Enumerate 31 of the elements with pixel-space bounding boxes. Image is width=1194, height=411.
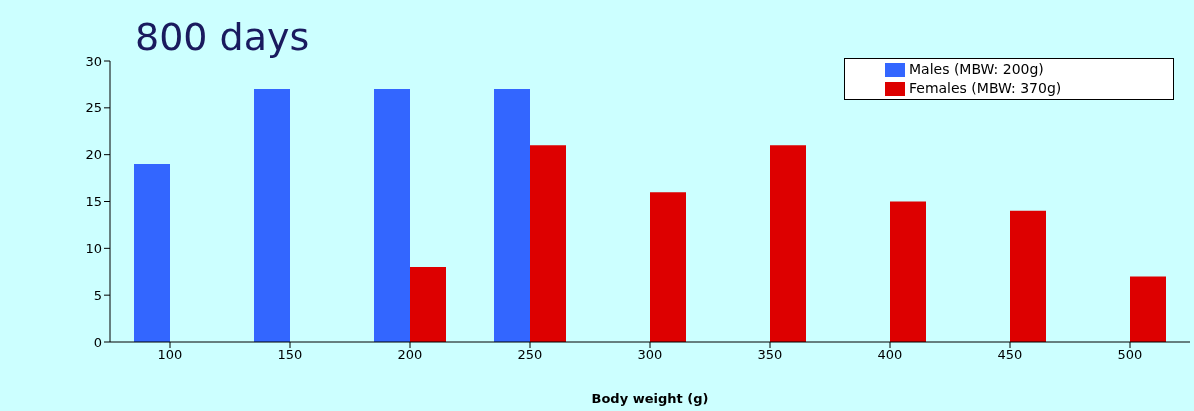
legend-label: Females (MBW: 370g) (909, 79, 1062, 98)
y-tick-label: 10 (85, 240, 102, 256)
bar (890, 201, 926, 342)
x-tick-label: 500 (1117, 347, 1143, 363)
legend-label: Males (MBW: 200g) (909, 60, 1044, 79)
x-axis-title: Body weight (g) (591, 391, 709, 406)
x-tick-label: 300 (637, 347, 663, 363)
x-tick-label: 350 (757, 347, 783, 363)
y-tick-label: 20 (85, 147, 102, 163)
bar (650, 192, 686, 342)
bar (374, 89, 410, 342)
bar (1010, 210, 1046, 342)
x-tick-label: 450 (997, 347, 1023, 363)
x-tick-label: 150 (277, 347, 303, 363)
x-tick-label: 100 (157, 347, 183, 363)
bar (1130, 276, 1166, 342)
bar (530, 145, 566, 342)
y-tick-label: 5 (93, 287, 102, 303)
y-tick-label: 0 (93, 334, 102, 350)
x-tick-label: 250 (517, 347, 543, 363)
x-tick-label: 400 (877, 347, 903, 363)
bar (254, 89, 290, 342)
bar (494, 89, 530, 342)
y-tick-label: 30 (85, 53, 102, 69)
y-tick-label: 15 (85, 194, 102, 210)
bar (410, 267, 446, 342)
y-tick-label: 25 (85, 100, 102, 116)
bar (134, 164, 170, 342)
chart-title: 800 days (135, 15, 310, 59)
x-tick-label: 200 (397, 347, 423, 363)
bar (770, 145, 806, 342)
